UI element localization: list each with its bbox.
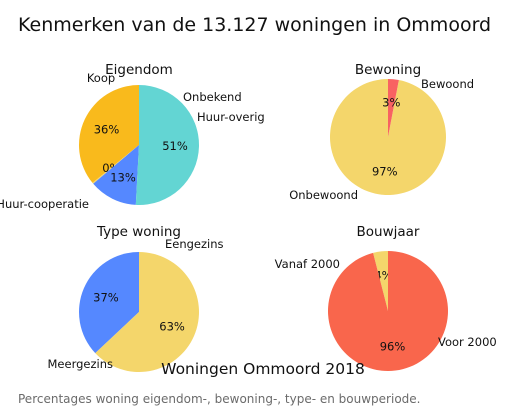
pie-slice-voor-2000 [328, 251, 449, 371]
pie-slice-label-onbekend: Onbekend [183, 90, 242, 104]
pie-pct-label-meergezins: 63% [159, 319, 185, 333]
pie-pct-label-voor-2000: 96% [380, 340, 406, 354]
pie-title-bouwjaar: Bouwjaar [357, 224, 420, 240]
pie-title-bewoning: Bewoning [355, 62, 421, 78]
figure-caption: Percentages woning eigendom-, bewoning-,… [18, 392, 421, 406]
pie-title-eigendom: Eigendom [105, 62, 173, 78]
pie-slice-huur-overig [93, 145, 139, 205]
pie-slice-huur-cooperatie [135, 85, 199, 205]
pie-slice-label-voor-2000: Voor 2000 [438, 335, 497, 349]
pie-slice-label-meergezins: Meergezins [48, 357, 114, 371]
pie-pct-label-huur-cooperatie: 51% [162, 139, 188, 153]
pie-slice-label-koop: Koop [87, 71, 115, 85]
pie-slice-label-onbewoond: Onbewoond [289, 188, 358, 202]
pie-pct-label-onbewoond: 3% [382, 95, 400, 109]
pie-slice-onbekend [92, 145, 139, 184]
pie-title-type-woning: Type woning [96, 224, 181, 240]
pie-chart-eigendom: Eigendom36%Koop0%Onbekend13%Huur-overig5… [0, 62, 265, 211]
pie-slice-vanaf-2000 [373, 251, 388, 311]
pie-slice-label-vanaf-2000: Vanaf 2000 [275, 257, 340, 271]
pie-slice-label-huur-cooperatie: Huur-cooperatie [0, 197, 89, 211]
pie-slice-eengezins [79, 252, 139, 354]
pie-pct-label-huur-overig: 13% [110, 170, 136, 184]
pie-pct-label-koop: 36% [94, 123, 120, 137]
pie-slice-label-huur-overig: Huur-overig [197, 110, 265, 124]
pie-slice-meergezins [95, 252, 200, 373]
pie-chart-bewoning: Bewoning 97% Bewoond 3% Onbewoond [289, 62, 474, 202]
page-title: Kenmerken van de 13.127 woningen in Ommo… [18, 14, 492, 36]
pie-slice-bewoond [330, 79, 447, 196]
figure-title: Woningen Ommoord 2018 [161, 360, 365, 378]
pie-pct-label-eengezins: 37% [93, 291, 119, 305]
pie-slice-label-bewoond: Bewoond [421, 77, 474, 91]
pie-slice-koop [79, 85, 139, 183]
pie-slice-onbewoond [388, 79, 399, 137]
pie-slice-label-eengezins: Eengezins [165, 237, 224, 251]
pie-chart-type-woning: Type woning 37% Eengezins 63% Meergezins [48, 224, 224, 373]
pie-pct-label-bewoond: 97% [372, 165, 398, 179]
